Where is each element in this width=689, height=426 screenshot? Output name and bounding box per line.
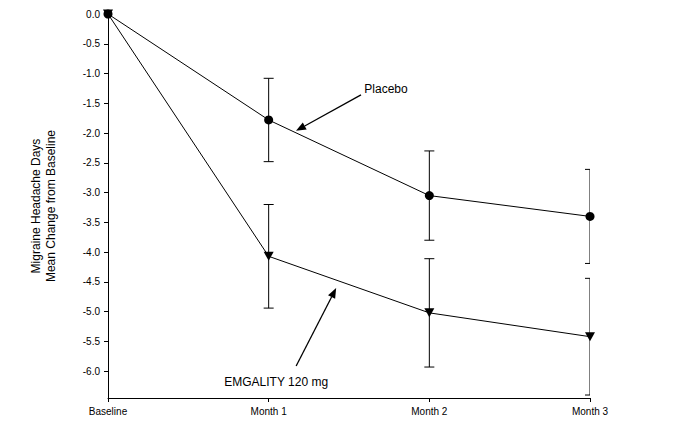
svg-text:Migraine Headache Days: Migraine Headache Days	[29, 139, 43, 274]
svg-text:Baseline: Baseline	[89, 406, 128, 417]
svg-text:-5.5: -5.5	[83, 336, 101, 347]
svg-text:-5.0: -5.0	[83, 306, 101, 317]
svg-text:-4.0: -4.0	[83, 247, 101, 258]
svg-text:-3.0: -3.0	[83, 187, 101, 198]
svg-text:Mean Change from Baseline: Mean Change from Baseline	[44, 130, 58, 282]
svg-text:EMGALITY 120 mg: EMGALITY 120 mg	[224, 375, 328, 389]
svg-text:-1.5: -1.5	[83, 98, 101, 109]
svg-text:Month 3: Month 3	[572, 406, 609, 417]
svg-text:-2.0: -2.0	[83, 128, 101, 139]
svg-text:-6.0: -6.0	[83, 366, 101, 377]
svg-text:Month 2: Month 2	[411, 406, 448, 417]
svg-text:-4.5: -4.5	[83, 276, 101, 287]
svg-text:-1.0: -1.0	[83, 68, 101, 79]
svg-text:-2.5: -2.5	[83, 157, 101, 168]
svg-text:0.0: 0.0	[86, 9, 100, 20]
svg-text:-0.5: -0.5	[83, 38, 101, 49]
svg-text:Placebo: Placebo	[364, 82, 408, 96]
svg-text:-3.5: -3.5	[83, 217, 101, 228]
svg-text:Month 1: Month 1	[251, 406, 288, 417]
